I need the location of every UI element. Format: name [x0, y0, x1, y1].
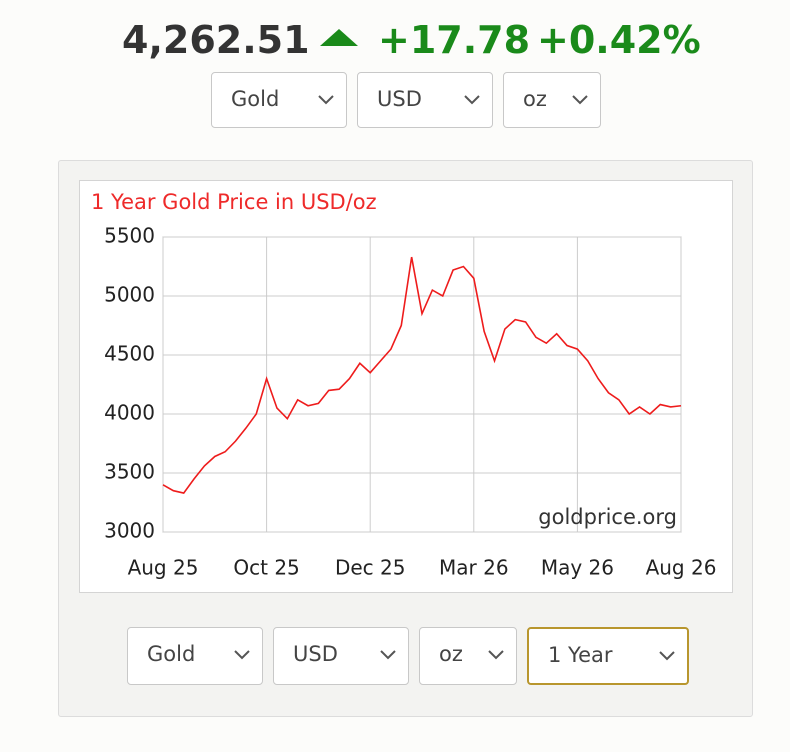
- y-tick-label: 3000: [104, 519, 155, 543]
- chevron: [234, 650, 250, 660]
- y-tick-label: 5500: [104, 224, 155, 248]
- x-tick-label: Dec 25: [335, 556, 406, 580]
- change-percent: +0.42%: [537, 18, 701, 62]
- select-text: oz: [439, 642, 463, 666]
- chevron: [572, 95, 588, 105]
- y-tick-label: 3500: [104, 460, 155, 484]
- currency-select[interactable]: USD: [357, 72, 493, 128]
- unit-select[interactable]: oz: [503, 72, 601, 128]
- chevron: [488, 650, 504, 660]
- y-tick-label: 5000: [104, 283, 155, 307]
- chevron: [380, 650, 396, 660]
- x-tick-label: Aug 25: [128, 556, 199, 580]
- watermark: goldprice.org: [538, 505, 677, 529]
- price: 4,262.51: [122, 18, 310, 62]
- select-text: oz: [523, 87, 547, 111]
- select-text: 1 Year: [548, 643, 613, 667]
- x-tick-label: Aug 26: [646, 556, 717, 580]
- period-select[interactable]: 1 Year: [527, 627, 689, 685]
- change: +17.78: [378, 18, 531, 62]
- select-text: USD: [377, 87, 422, 111]
- select-text: USD: [293, 642, 338, 666]
- select-text: Gold: [147, 642, 196, 666]
- x-tick-label: Mar 26: [439, 556, 509, 580]
- select-text: Gold: [231, 87, 280, 111]
- chevron: [659, 651, 675, 661]
- metal-select[interactable]: Gold: [211, 72, 347, 128]
- up-arrow: [320, 29, 358, 46]
- chevron: [318, 95, 334, 105]
- y-tick-label: 4500: [104, 342, 155, 366]
- unit-select[interactable]: oz: [419, 627, 517, 685]
- currency-select[interactable]: USD: [273, 627, 409, 685]
- chart-frame: [79, 180, 733, 593]
- metal-select[interactable]: Gold: [127, 627, 263, 685]
- x-tick-label: May 26: [541, 556, 614, 580]
- x-tick-label: Oct 25: [233, 556, 299, 580]
- chevron: [464, 95, 480, 105]
- chart: 1 Year Gold Price in USD/oz 3000 3500 4000…: [91, 190, 717, 580]
- chart-title: 1 Year Gold Price in USD/oz: [91, 190, 377, 214]
- price-line: [162, 256, 682, 494]
- y-tick-label: 4000: [104, 401, 155, 425]
